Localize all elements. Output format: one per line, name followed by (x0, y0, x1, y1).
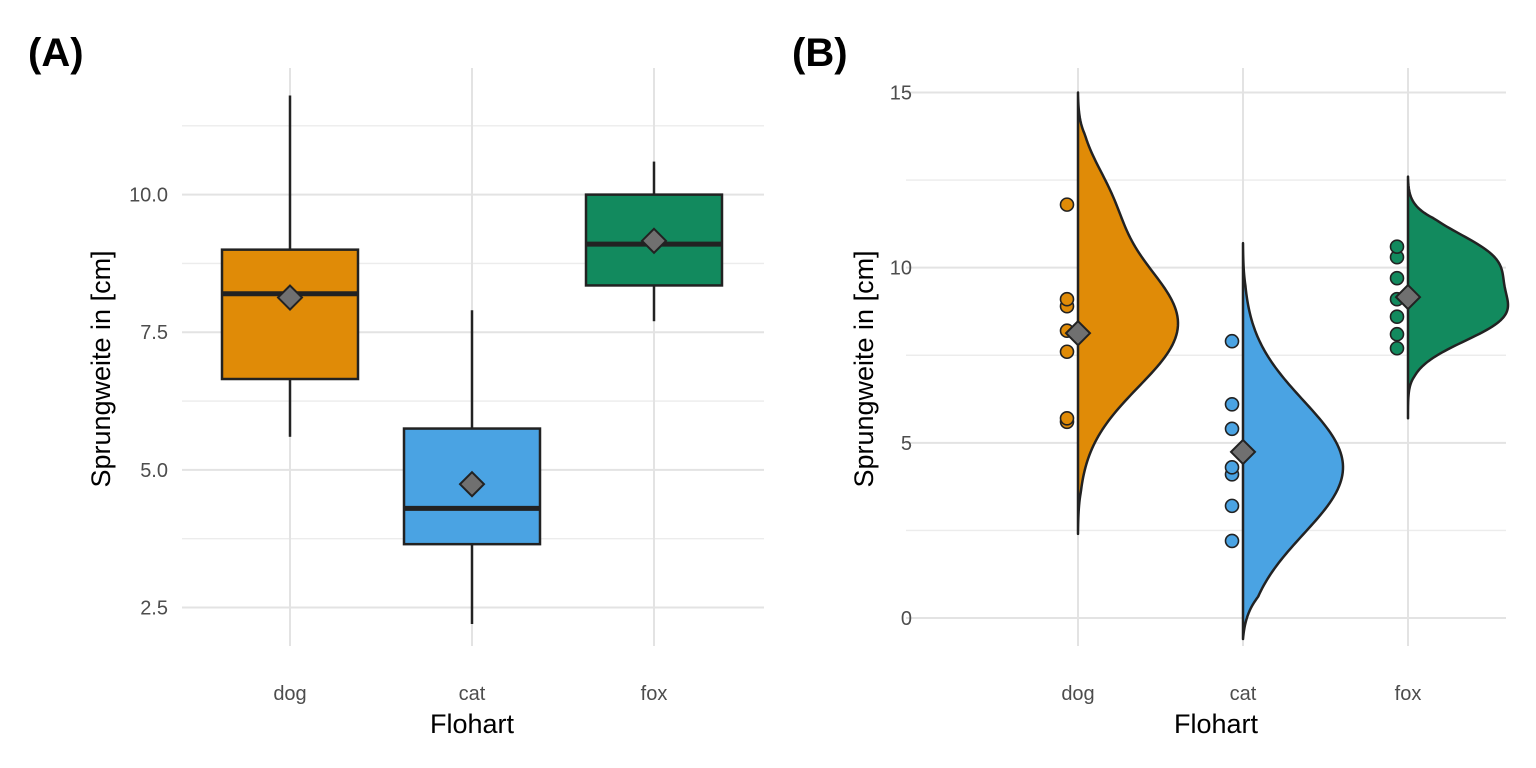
data-point (1389, 340, 1405, 356)
data-point (1059, 344, 1075, 360)
data-point (1224, 533, 1240, 549)
x-tick-label: fox (1395, 683, 1422, 705)
mean-diamond (640, 227, 668, 255)
density-fox (1406, 175, 1510, 420)
panel-b-raincloud: (B) 0 5 10 15 dog cat fox Flohart Sprungweite… (792, 31, 1510, 739)
data-point (1224, 460, 1240, 475)
x-tick-label: fox (641, 683, 668, 705)
density-dog (1076, 91, 1180, 536)
y-tick-label: 2.5 (140, 597, 168, 619)
data-point (1059, 291, 1075, 307)
panel-a-boxplot: (A) 2.5 5.0 7.5 10.0 dog cat fox Flohart Spru… (28, 31, 764, 739)
mean-diamond (1229, 438, 1257, 466)
panel-a-x-axis-title: Flohart (430, 709, 515, 739)
data-point (1389, 326, 1405, 342)
panel-a-label: (A) (28, 31, 84, 75)
panel-b-y-tick-labels: 0 5 10 15 (890, 83, 912, 630)
data-point (1224, 333, 1240, 349)
data-point (1389, 309, 1405, 325)
panel-b-clouds (1059, 91, 1510, 641)
panel-b-x-tick-labels: dog cat fox (1061, 683, 1421, 705)
y-tick-label: 10 (890, 258, 912, 280)
data-point (1059, 411, 1075, 426)
data-point (1389, 239, 1405, 254)
panel-a-boxes (220, 95, 724, 624)
panel-a-x-tick-labels: dog cat fox (273, 683, 667, 705)
data-point (1059, 197, 1075, 212)
box-dog (220, 248, 360, 381)
mean-diamond (458, 470, 486, 498)
y-tick-label: 7.5 (140, 322, 168, 344)
y-tick-label: 0 (901, 608, 912, 630)
mean-diamond (1394, 283, 1422, 311)
x-tick-label: cat (1230, 683, 1257, 705)
mean-diamond (276, 284, 304, 311)
x-tick-label: cat (459, 683, 486, 705)
panel-a-y-axis-title: Sprungweite in [cm] (86, 250, 116, 487)
y-tick-label: 5 (901, 433, 912, 455)
data-point (1224, 396, 1240, 412)
panel-b-y-axis-title: Sprungweite in [cm] (849, 250, 879, 487)
x-tick-label: dog (1061, 683, 1094, 705)
data-point (1224, 498, 1240, 514)
data-point (1389, 270, 1405, 286)
y-tick-label: 5.0 (140, 460, 168, 482)
x-tick-label: dog (273, 683, 306, 705)
density-cat (1241, 241, 1345, 641)
panel-b-label: (B) (792, 31, 848, 75)
y-tick-label: 15 (890, 83, 912, 105)
y-tick-label: 10.0 (129, 185, 168, 207)
panel-b-x-axis-title: Flohart (1174, 709, 1259, 739)
panel-a-y-tick-labels: 2.5 5.0 7.5 10.0 (129, 185, 168, 620)
mean-diamond (1064, 319, 1092, 347)
data-point (1224, 421, 1240, 437)
